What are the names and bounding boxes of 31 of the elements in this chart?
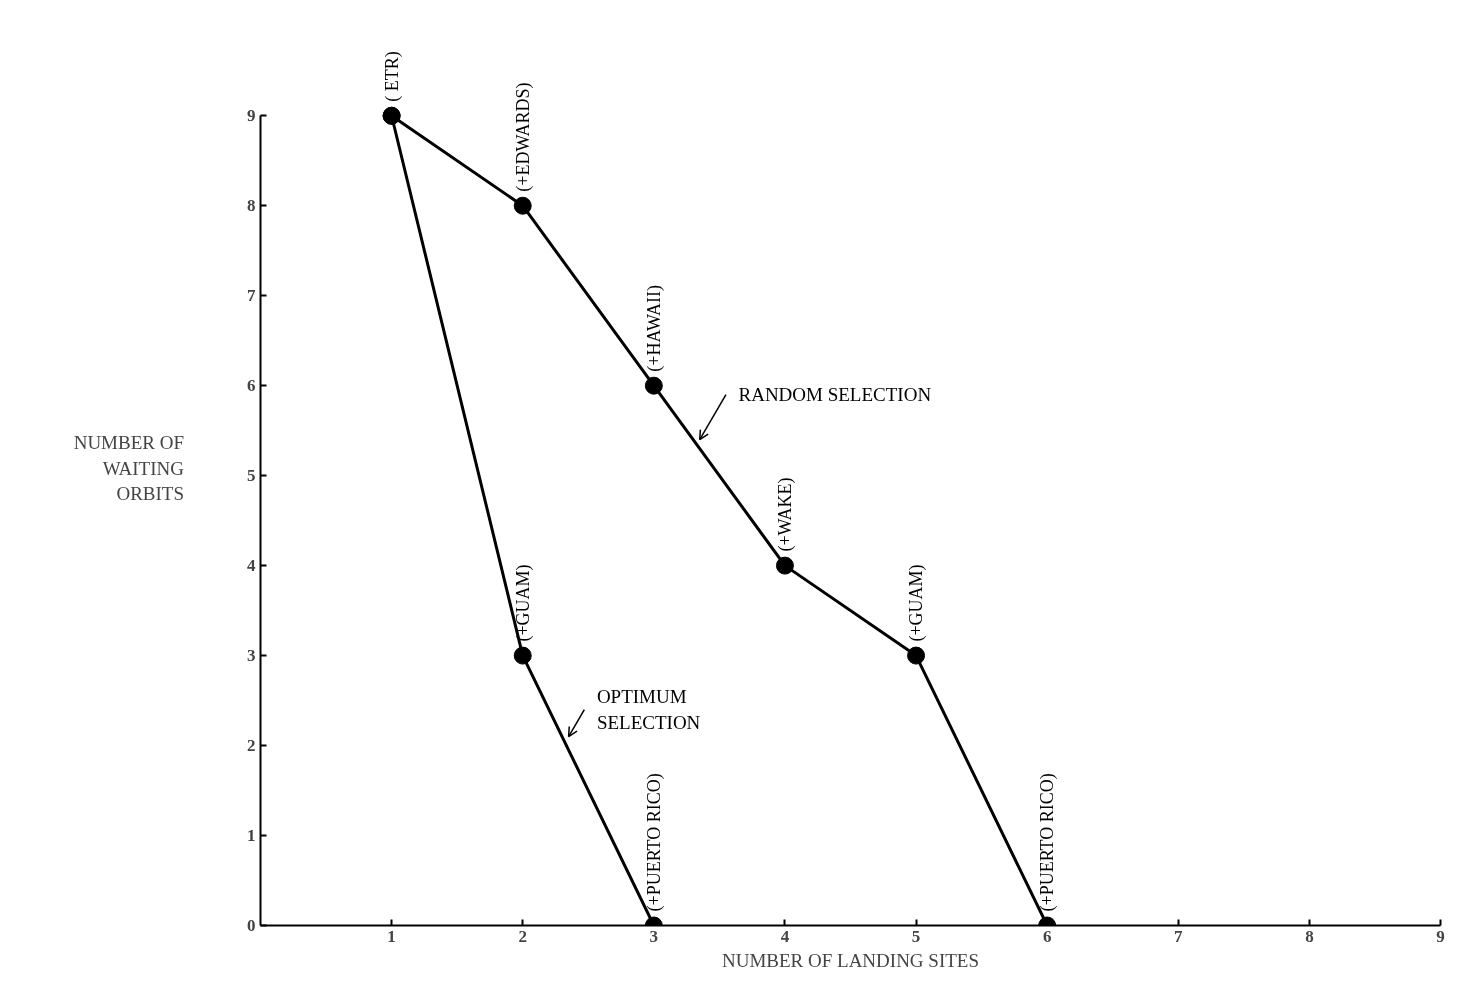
annotation: (+PUERTO RICO) [643, 773, 665, 912]
annotation: (+GUAM) [906, 564, 928, 642]
x-tick-label: 1 [387, 926, 396, 946]
x-tick-label: 5 [911, 926, 921, 946]
x-tick-label: 2 [518, 926, 527, 946]
y-tick-label: 8 [247, 196, 256, 216]
y-axis-title: NUMBER OF WAITING ORBITS [73, 432, 185, 504]
annotation: (+GUAM) [512, 564, 534, 642]
annotation: ( ETR) [381, 51, 403, 102]
x-axis-title: NUMBER OF LANDING SITES [721, 949, 980, 971]
y-tick-label: 0 [247, 916, 256, 935]
series-label: OPTIMUM SELECTION [596, 686, 701, 733]
y-tick-label: 4 [247, 556, 256, 576]
text: RANDOM SELECTION [738, 384, 932, 406]
y-tick-label: 5 [247, 466, 256, 486]
annotation: (+HAWAII) [643, 284, 665, 372]
y-tick-label: 1 [247, 826, 256, 846]
x-tick-label: 6 [1042, 926, 1052, 946]
annotation: (+EDWARDS) [512, 82, 534, 192]
y-tick-label: 3 [247, 646, 256, 666]
x-tick-label: 8 [1305, 926, 1314, 946]
annotation: (+PUERTO RICO) [1037, 773, 1059, 912]
x-tick-label: 4 [780, 926, 790, 946]
y-tick-label: 6 [247, 376, 256, 396]
x-tick-label: 9 [1436, 926, 1445, 946]
annotation: (+WAKE) [774, 477, 796, 552]
y-tick-label: 7 [247, 286, 256, 306]
y-tick-label: 2 [247, 736, 256, 756]
x-tick-label: 3 [649, 926, 659, 946]
y-tick-label: 9 [247, 106, 256, 126]
x-tick-label: 7 [1174, 926, 1184, 946]
